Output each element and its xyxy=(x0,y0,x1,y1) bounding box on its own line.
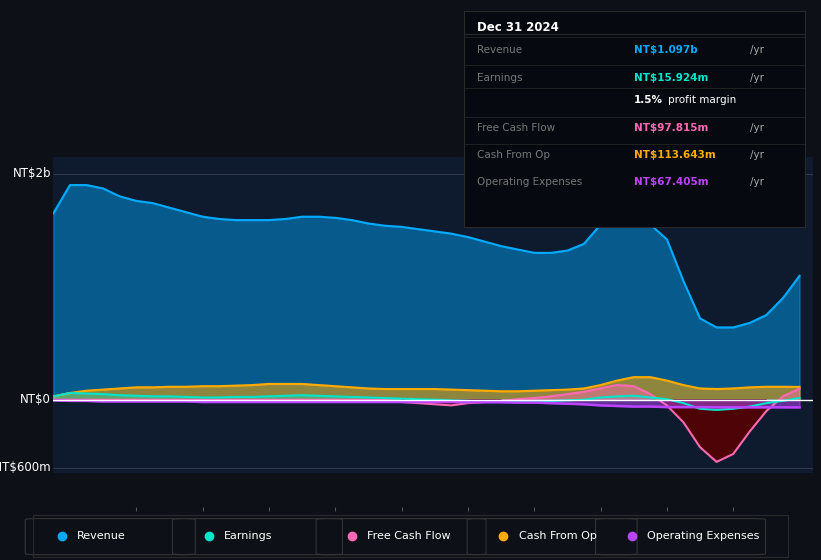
Text: Cash From Op: Cash From Op xyxy=(519,531,596,541)
Text: /yr: /yr xyxy=(750,123,764,133)
Text: Cash From Op: Cash From Op xyxy=(478,150,551,160)
Text: NT$97.815m: NT$97.815m xyxy=(635,123,709,133)
Text: /yr: /yr xyxy=(750,45,764,55)
Text: NT$113.643m: NT$113.643m xyxy=(635,150,716,160)
Text: -NT$600m: -NT$600m xyxy=(0,461,51,474)
Text: profit margin: profit margin xyxy=(668,95,736,105)
Text: Earnings: Earnings xyxy=(478,73,523,83)
Text: Operating Expenses: Operating Expenses xyxy=(647,531,759,541)
Text: Revenue: Revenue xyxy=(478,45,523,55)
Text: /yr: /yr xyxy=(750,177,764,187)
Text: NT$0: NT$0 xyxy=(21,393,51,406)
Text: NT$1.097b: NT$1.097b xyxy=(635,45,698,55)
Text: Free Cash Flow: Free Cash Flow xyxy=(478,123,556,133)
Text: Operating Expenses: Operating Expenses xyxy=(478,177,583,187)
Text: NT$15.924m: NT$15.924m xyxy=(635,73,709,83)
Text: NT$2b: NT$2b xyxy=(12,167,51,180)
Text: /yr: /yr xyxy=(750,150,764,160)
Text: Dec 31 2024: Dec 31 2024 xyxy=(478,21,559,34)
Text: /yr: /yr xyxy=(750,73,764,83)
Text: Revenue: Revenue xyxy=(76,531,126,541)
Text: NT$67.405m: NT$67.405m xyxy=(635,177,709,187)
Text: Free Cash Flow: Free Cash Flow xyxy=(368,531,451,541)
Text: Earnings: Earnings xyxy=(224,531,273,541)
Text: 1.5%: 1.5% xyxy=(635,95,663,105)
